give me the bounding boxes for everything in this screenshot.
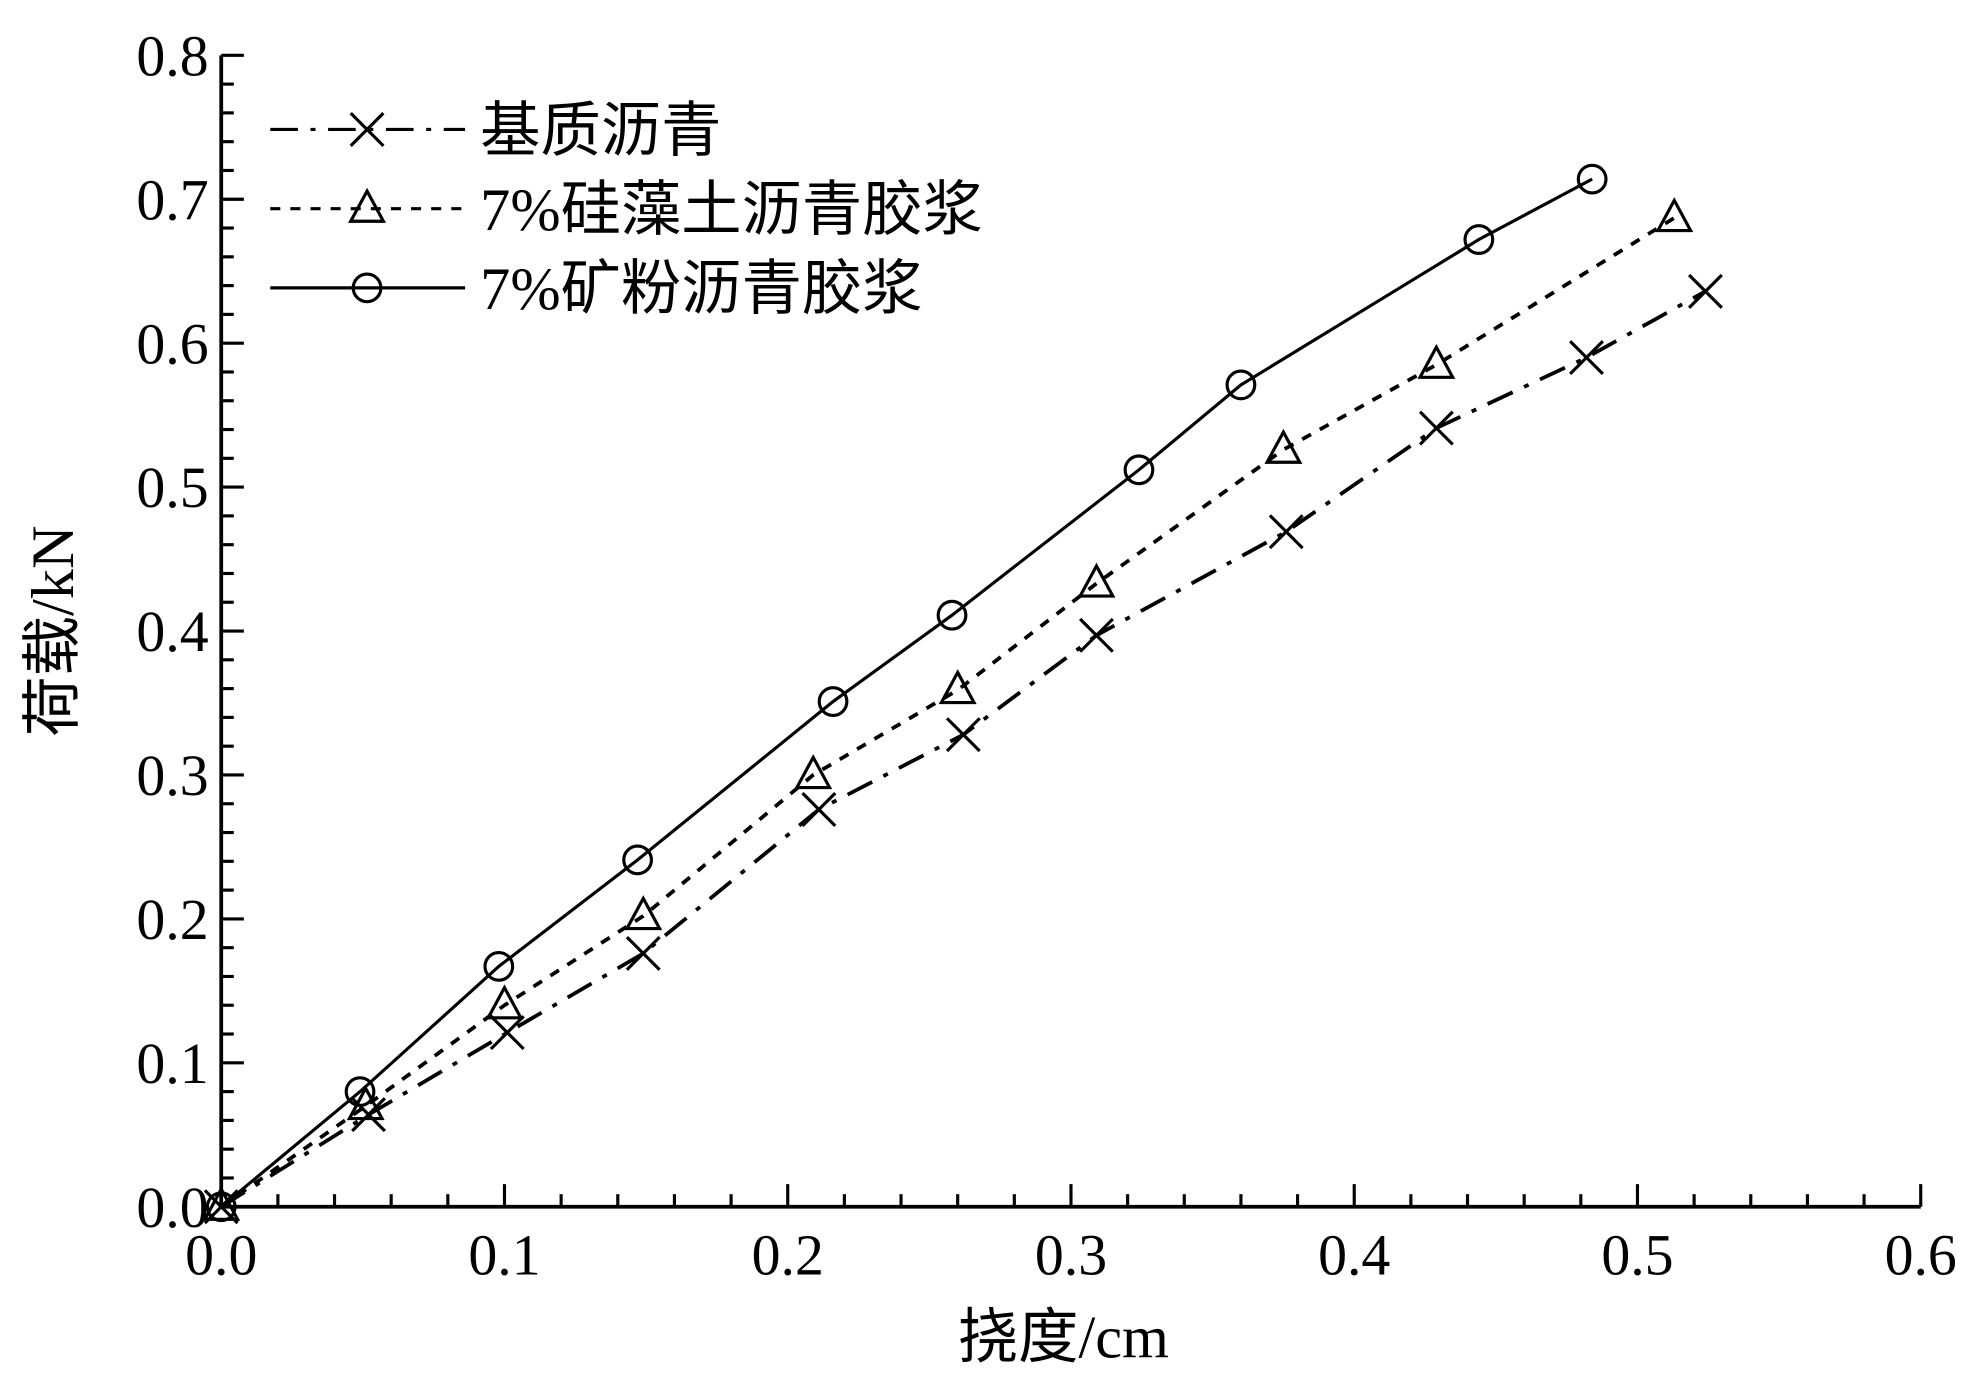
data-point-x	[1569, 340, 1604, 376]
legend-marker-triangle	[348, 187, 387, 223]
data-point-triangle	[1264, 428, 1303, 464]
y-tick-label: 0.6	[136, 311, 208, 376]
data-point-x	[1268, 514, 1304, 550]
data-point-circle	[1576, 163, 1608, 195]
data-point-circle	[817, 686, 849, 717]
series-line	[220, 177, 1593, 1208]
series-line	[220, 216, 1676, 1209]
data-point-x	[625, 935, 661, 971]
legend-item: 7%硅藻土沥青胶浆	[270, 177, 983, 244]
legend: 基质沥青 7%硅藻土沥青胶浆 7%矿粉沥青胶浆	[270, 98, 983, 323]
y-tick-label: 0.2	[136, 887, 208, 952]
data-point-triangle	[1077, 562, 1116, 598]
legend-item: 7%矿粉沥青胶浆	[270, 256, 923, 323]
x-tick-label: 0.5	[1601, 1223, 1673, 1288]
series-x	[203, 273, 1723, 1225]
data-point-x	[1079, 617, 1114, 653]
x-tick-label: 0.6	[1885, 1223, 1957, 1288]
legend-label: 7%矿粉沥青胶浆	[480, 256, 922, 323]
y-tick-label: 0.0	[136, 1175, 208, 1240]
series-line	[220, 289, 1707, 1209]
data-point-triangle	[624, 895, 663, 931]
y-tick-label: 0.5	[136, 455, 208, 520]
series-triangle	[202, 197, 1694, 1221]
data-point-circle	[483, 950, 515, 982]
data-point-circle	[1225, 369, 1257, 401]
legend-label: 基质沥青	[480, 98, 721, 165]
data-point-x	[1418, 410, 1454, 446]
data-point-circle	[622, 844, 654, 876]
data-point-triangle	[346, 1085, 385, 1121]
data-point-circle	[205, 1191, 237, 1223]
axes: 0.0 0.1 0.2 0.3 0.4 0.5 0.6 0.0 0.1 0.2 0.3 0.4 0.5 0…	[136, 23, 1956, 1287]
y-axis-label: 荷载/kN	[20, 525, 87, 736]
legend-item: 基质沥青	[270, 98, 721, 165]
y-tick-label: 0.1	[136, 1031, 208, 1096]
legend-label: 7%硅藻土沥青胶浆	[480, 177, 983, 244]
legend-marker-x	[349, 112, 385, 147]
series-group	[202, 163, 1723, 1225]
x-tick-label: 0.3	[1035, 1223, 1107, 1288]
data-point-triangle	[794, 754, 833, 790]
x-tick-label: 0.4	[1318, 1223, 1390, 1288]
y-tick-label: 0.8	[136, 23, 208, 88]
x-tick-label: 0.1	[468, 1223, 540, 1288]
series-circle	[205, 163, 1608, 1223]
x-axis-label: 挠度/cm	[958, 1305, 1169, 1372]
data-point-circle	[344, 1076, 376, 1108]
data-point-triangle	[1417, 343, 1456, 379]
y-tick-label: 0.4	[136, 599, 208, 664]
data-point-circle	[936, 599, 968, 631]
data-point-x	[489, 1015, 525, 1051]
x-tick-label: 0.2	[752, 1223, 824, 1288]
data-point-x	[1688, 273, 1723, 309]
data-point-x	[945, 717, 981, 753]
data-point-circle	[1463, 224, 1495, 255]
data-point-x	[801, 792, 837, 827]
data-point-triangle	[485, 984, 524, 1020]
data-point-triangle	[938, 669, 977, 705]
data-point-circle	[1123, 454, 1155, 486]
data-point-triangle	[1655, 197, 1694, 233]
x-tick-label: 0.0	[185, 1223, 257, 1288]
y-tick-label: 0.3	[136, 743, 208, 808]
legend-marker-circle	[351, 272, 383, 304]
y-tick-label: 0.7	[136, 167, 208, 232]
